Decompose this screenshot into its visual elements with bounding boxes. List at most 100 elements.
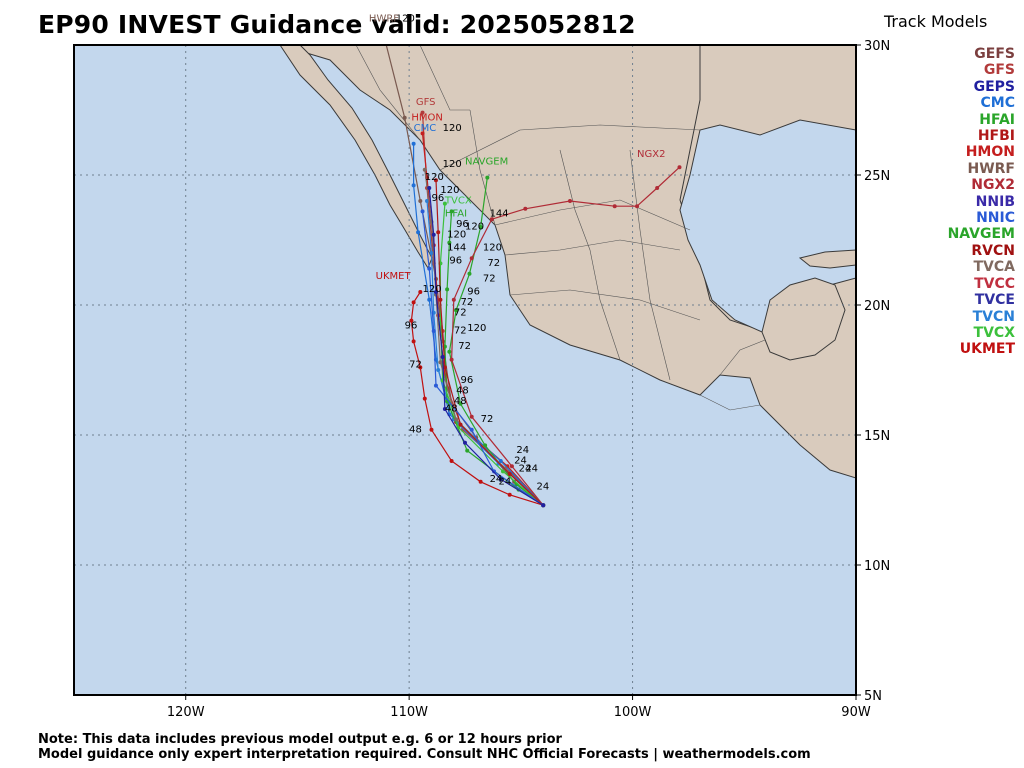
model-tracks	[385, 45, 682, 508]
lon-tick-label: 120W	[167, 705, 205, 720]
tau-label: 24	[519, 463, 532, 474]
track-point-cmc	[411, 141, 416, 146]
legend-item-hwrf: HWRF	[967, 160, 1015, 177]
track-point-hfbi	[438, 297, 443, 302]
yucatan	[761, 277, 846, 361]
legend-item-tvcc: TVCC	[974, 275, 1015, 292]
tau-label: 72	[487, 258, 500, 269]
track-point-geps	[498, 477, 503, 482]
track-point-geps	[463, 440, 467, 445]
model-label-ukmet: UKMET	[376, 271, 412, 282]
lat-tick-label: 30N	[864, 39, 890, 54]
track-point-hfbi	[433, 178, 438, 183]
tau-label: 120	[443, 159, 462, 170]
tau-label: 96	[467, 287, 480, 298]
legend-item-nnic: NNIC	[976, 210, 1015, 227]
track-point-geps	[442, 407, 447, 411]
tau-label: 72	[458, 341, 471, 352]
legend-item-tvcx: TVCX	[973, 324, 1015, 341]
model-label-hwrf: HWRF	[369, 14, 399, 25]
tau-label: 120	[467, 323, 486, 334]
model-label-hfai: HFAI	[445, 209, 467, 220]
track-point-tvcx	[456, 425, 461, 430]
model-label-gfs: GFS	[416, 97, 436, 108]
model-label-navgem: NAVGEM	[465, 157, 508, 168]
track-point-nnic	[420, 209, 425, 214]
track-point-hfbi	[436, 230, 441, 235]
model-label-tvcx: TVCX	[444, 196, 472, 207]
track-point-geps	[541, 503, 546, 508]
tau-label: 24	[514, 456, 527, 467]
track-point-geps	[427, 186, 432, 190]
island	[798, 249, 856, 269]
legend-item-gefs: GEFS	[974, 46, 1015, 62]
track-point-ukmet	[478, 479, 483, 484]
track-point-ngx2	[509, 464, 514, 469]
footnote: Note: This data includes previous model …	[38, 732, 811, 762]
track-point-navgem	[454, 308, 459, 313]
plot-frame	[73, 44, 857, 696]
track-point-ukmet	[422, 396, 427, 401]
track-point-tvca	[438, 360, 443, 365]
tau-label: 120	[423, 284, 442, 295]
track-point-ngx2	[489, 217, 494, 222]
legend-item-navgem: NAVGEM	[947, 226, 1015, 243]
track-point-ukmet	[429, 427, 434, 432]
state-borders	[355, 45, 766, 411]
track-point-ukmet	[449, 459, 454, 463]
lat-tick-label: 15N	[864, 429, 890, 444]
track-point-tvcn	[429, 251, 434, 255]
tau-label: 96	[405, 320, 418, 331]
track-point-hwrf	[418, 199, 423, 203]
track-point-hfai	[449, 209, 454, 214]
track-point-ngx2	[612, 204, 617, 209]
tau-label: 120	[440, 185, 459, 196]
lat-tick-label: 25N	[864, 169, 890, 184]
track-point-ukmet	[411, 339, 416, 344]
track-point-ngx2	[635, 204, 640, 209]
tau-label: 24	[516, 445, 529, 456]
tau-label: 72	[454, 326, 467, 337]
legend-item-hmon: HMON	[965, 144, 1015, 161]
model-label-cmc: CMC	[414, 123, 437, 134]
track-point-ngx2	[677, 165, 682, 170]
track-point-cmc	[416, 230, 421, 235]
tau-label: 120	[447, 229, 466, 240]
track-point-hmon	[420, 131, 425, 136]
track-point-ngx2	[451, 297, 456, 302]
track-point-ngx2	[469, 256, 474, 261]
lat-tick-label: 20N	[864, 299, 890, 314]
tau-label: 48	[445, 404, 458, 415]
tau-label: 72	[481, 414, 494, 425]
track-point-navgem	[458, 401, 463, 406]
track-point-nnic	[433, 383, 438, 388]
track-point-hfbi	[442, 365, 447, 370]
tau-label: 72	[483, 274, 496, 285]
legend-item-nnib: NNIB	[975, 193, 1015, 210]
gridlines	[74, 45, 856, 695]
tau-label: 72	[454, 307, 467, 318]
track-point-hfbi	[458, 422, 463, 427]
footnote-line-1: Note: This data includes previous model …	[38, 732, 562, 747]
lon-tick-label: 100W	[614, 705, 652, 720]
track-point-tvca	[454, 417, 459, 422]
tau-label: 24	[525, 463, 538, 474]
tau-label: 96	[449, 255, 462, 266]
track-point-nnic	[427, 266, 432, 271]
model-label-ngx2: NGX2	[637, 149, 665, 160]
tau-label: 120	[465, 222, 484, 233]
track-point-ngx2	[523, 206, 528, 211]
track-point-cmc	[498, 459, 503, 463]
tau-label: 24	[536, 482, 549, 493]
legend-item-cmc: CMC	[980, 95, 1015, 112]
legend-title: Track Models	[884, 12, 988, 31]
legend-item-tvce: TVCE	[974, 292, 1015, 309]
tau-label: 96	[461, 375, 474, 386]
track-point-tvca	[422, 167, 427, 172]
track-point-geps	[440, 355, 445, 359]
footnote-line-2: Model guidance only expert interpretatio…	[38, 747, 811, 762]
track-point-tvcn	[436, 368, 441, 372]
